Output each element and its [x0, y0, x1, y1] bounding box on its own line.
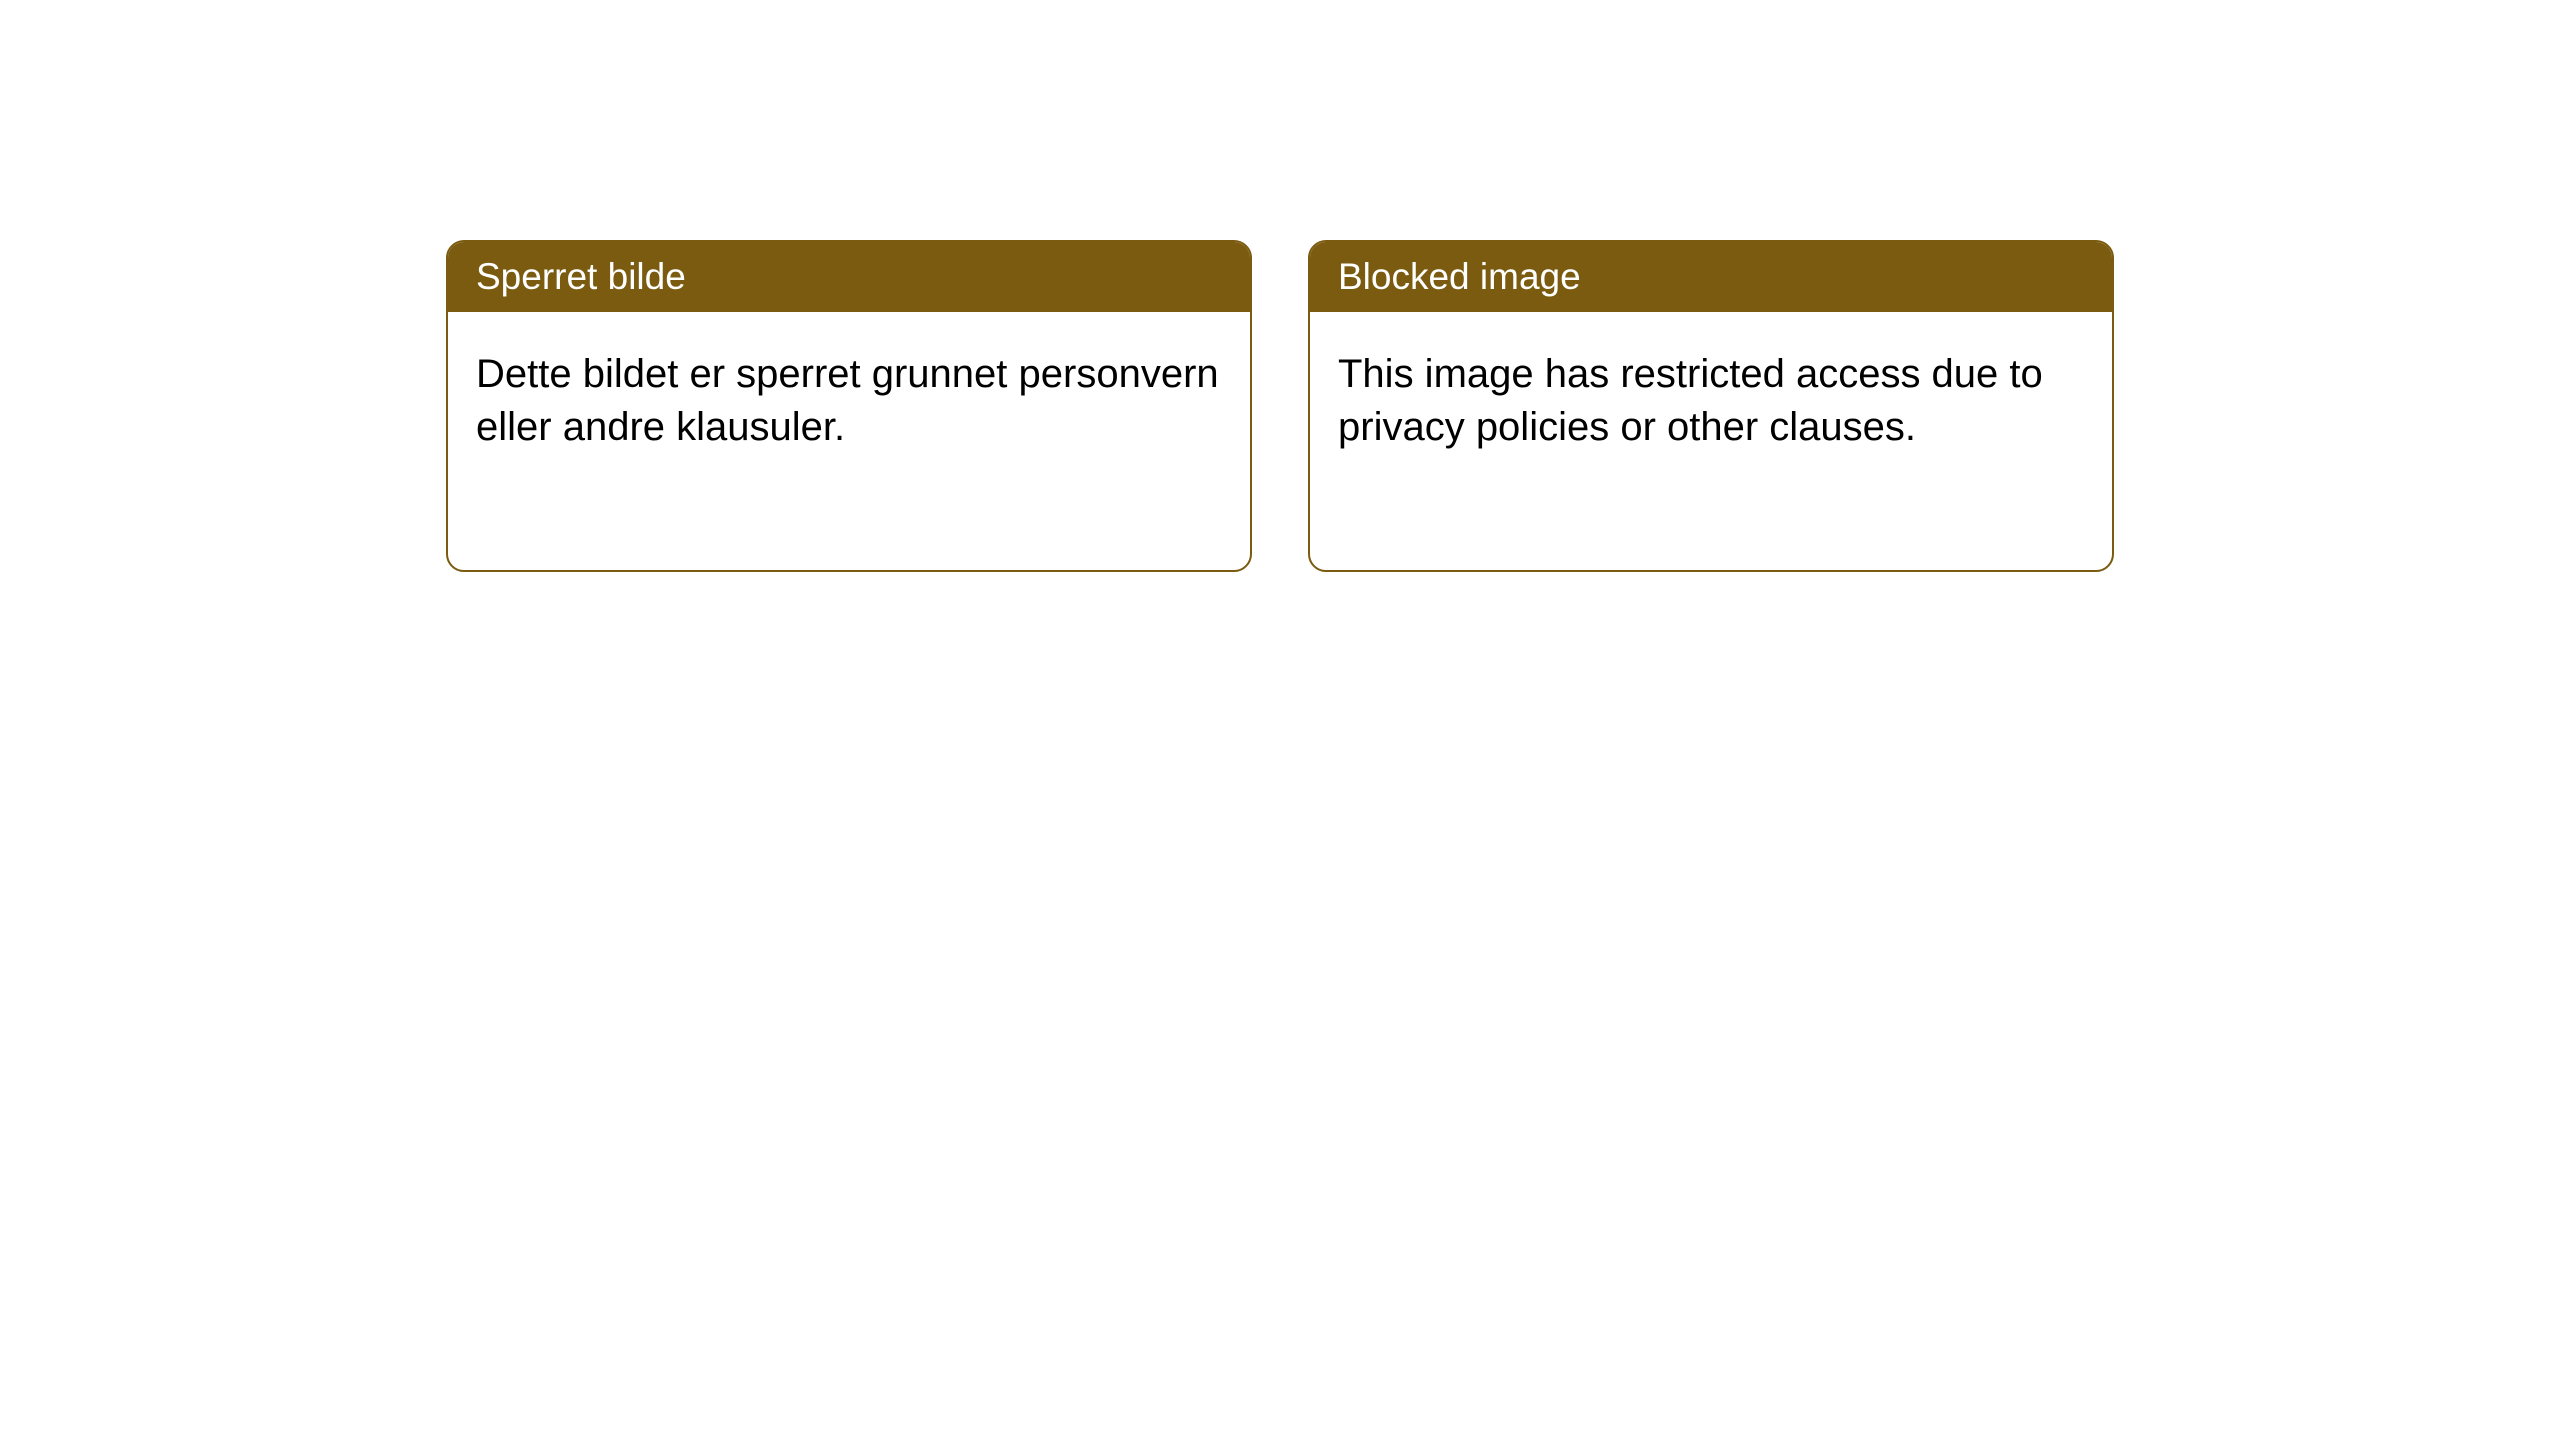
notice-cards-container: Sperret bilde Dette bildet er sperret gr… — [0, 0, 2560, 572]
notice-card-english: Blocked image This image has restricted … — [1308, 240, 2114, 572]
notice-title: Sperret bilde — [476, 256, 686, 297]
notice-card-header: Blocked image — [1310, 242, 2112, 312]
notice-body-text: This image has restricted access due to … — [1338, 352, 2043, 449]
notice-body-text: Dette bildet er sperret grunnet personve… — [476, 352, 1219, 449]
notice-card-norwegian: Sperret bilde Dette bildet er sperret gr… — [446, 240, 1252, 572]
notice-card-body: This image has restricted access due to … — [1310, 312, 2112, 490]
notice-title: Blocked image — [1338, 256, 1581, 297]
notice-card-header: Sperret bilde — [448, 242, 1250, 312]
notice-card-body: Dette bildet er sperret grunnet personve… — [448, 312, 1250, 490]
